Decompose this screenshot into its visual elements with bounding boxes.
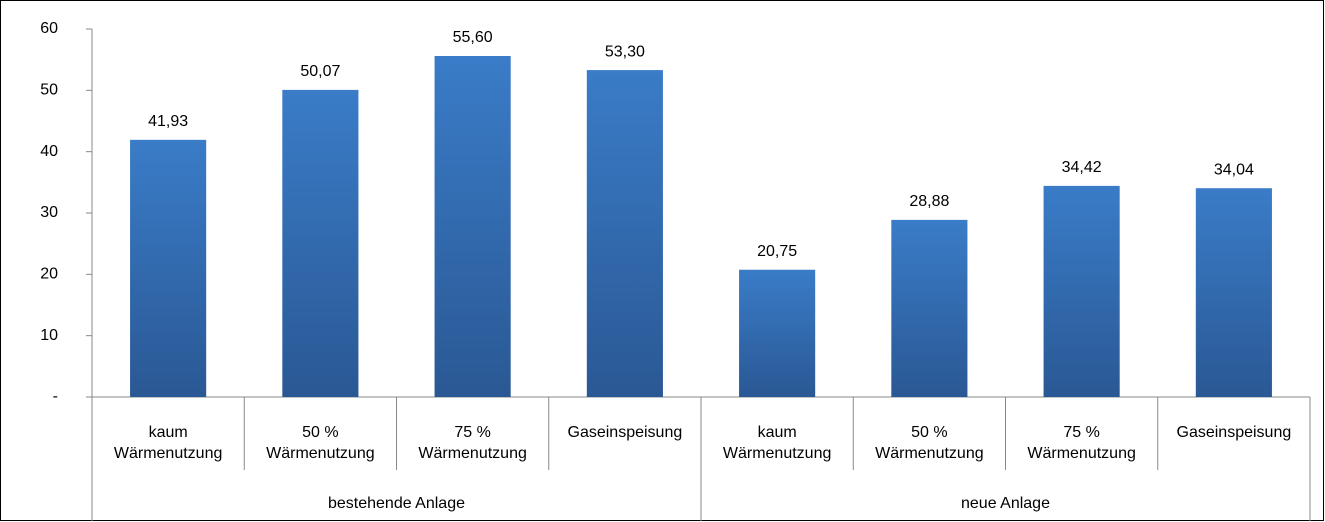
bar: [1195, 188, 1272, 397]
value-label: 41,93: [148, 113, 188, 130]
group-label: bestehende Anlage: [328, 495, 465, 512]
y-tick-label: 60: [40, 20, 58, 37]
value-label: 34,04: [1214, 161, 1254, 178]
x-tick-label: kaum Wärmenutzung: [113, 424, 223, 462]
value-label: 34,42: [1062, 159, 1102, 176]
y-tick-label: 10: [40, 327, 58, 344]
x-tick-label: 75 % Wärmenutzung: [1027, 424, 1136, 462]
y-tick-label: 40: [40, 143, 58, 160]
value-label: 28,88: [909, 193, 949, 210]
x-tick-label: 50 % Wärmenutzung: [875, 424, 984, 462]
y-tick-label: 30: [40, 204, 58, 221]
value-label: 20,75: [757, 243, 797, 260]
value-label: 53,30: [605, 43, 645, 60]
y-tick-label: -: [53, 388, 58, 405]
x-tick-label: 50 % Wärmenutzung: [266, 424, 375, 462]
value-label: 55,60: [453, 29, 493, 46]
bar: [1043, 185, 1120, 397]
value-label: 50,07: [300, 63, 340, 80]
y-tick-label: 50: [40, 82, 58, 99]
x-tick-label: 75 % Wärmenutzung: [418, 424, 527, 462]
bar: [434, 55, 511, 398]
bar: [586, 70, 663, 398]
bar: [891, 219, 968, 397]
group-label: neue Anlage: [961, 495, 1050, 512]
bar: [282, 89, 359, 398]
bar: [130, 139, 207, 397]
x-tick-label: Gaseinspeisung: [567, 424, 683, 441]
x-tick-label: Gaseinspeisung: [1176, 424, 1292, 441]
bar: [739, 269, 816, 397]
y-tick-label: 20: [40, 266, 58, 283]
x-tick-label: kaum Wärmenutzung: [722, 424, 832, 462]
